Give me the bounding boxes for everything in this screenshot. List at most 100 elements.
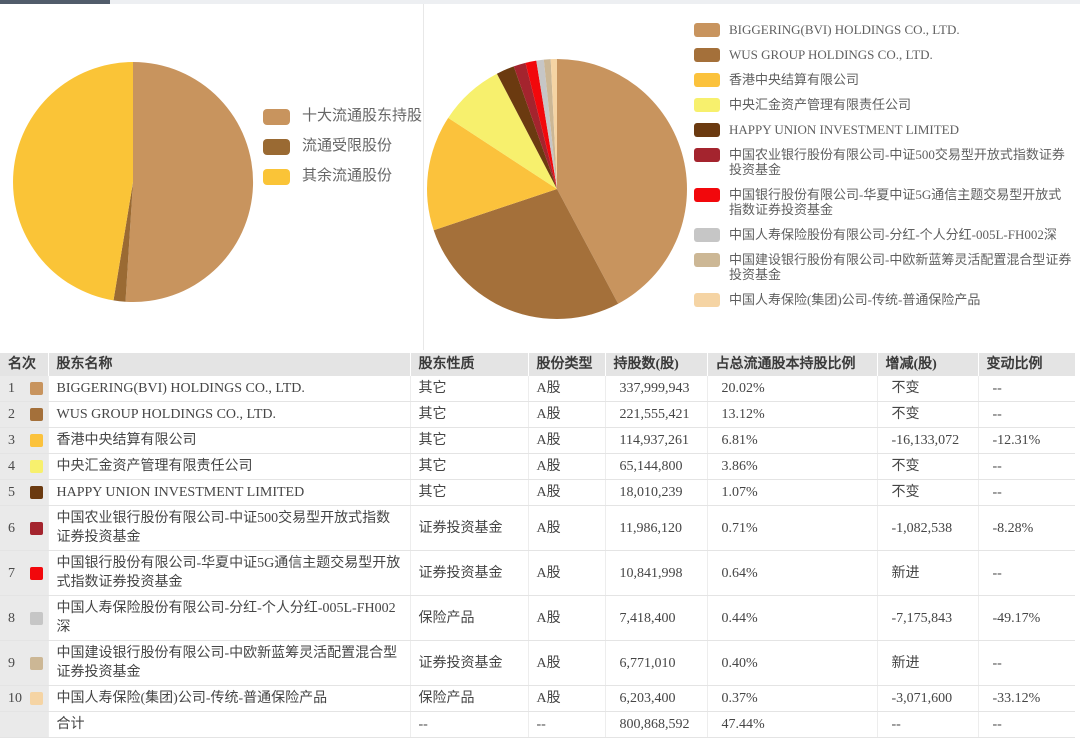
change-shares: -16,133,072 — [876, 427, 978, 454]
rank-cell: 2 — [0, 401, 48, 428]
change-shares: 不变 — [876, 453, 978, 480]
table-row: 7 中国银行股份有限公司-华夏中证5G通信主题交易型开放式指数证券投资基金 证券投资… — [0, 550, 1075, 596]
shareholder-nature: 保险产品 — [409, 685, 528, 712]
pie-slice-8 — [536, 59, 557, 189]
change-shares: -- — [876, 711, 978, 738]
legend-label: BIGGERING(BVI) HOLDINGS CO., LTD. — [729, 22, 960, 37]
legend-swatch — [694, 228, 720, 242]
column-header-shares-held: 持股数(股) — [604, 353, 707, 376]
legend-label: 十大流通股东持股 — [302, 108, 423, 124]
shareholder-name: 中国农业银行股份有限公司-中证500交易型开放式指数证券投资基金 — [47, 505, 410, 551]
share-type: A股 — [527, 427, 605, 454]
change-pct: -- — [977, 711, 1075, 738]
share-type: A股 — [527, 550, 605, 596]
rank-cell: 5 — [0, 479, 48, 506]
column-header-change-shares: 增减(股) — [876, 353, 978, 376]
legend-label: 中央汇金资产管理有限责任公司 — [729, 97, 912, 112]
legend-label: 香港中央结算有限公司 — [729, 72, 860, 87]
shares-held: 10,841,998 — [604, 550, 707, 596]
pct-of-float: 20.02% — [706, 376, 877, 402]
change-pct: -- — [977, 550, 1075, 596]
legend-swatch — [694, 293, 720, 307]
rank-number: 10 — [8, 691, 22, 706]
row-color-swatch — [29, 434, 43, 447]
pie-slice-9 — [543, 59, 557, 190]
pct-of-float: 0.37% — [706, 685, 877, 712]
pie-slice-6 — [513, 62, 557, 189]
change-pct: -- — [977, 640, 1075, 686]
share-type: A股 — [527, 479, 605, 506]
rank-number: 1 — [8, 381, 15, 396]
legend-swatch — [694, 73, 720, 87]
shareholder-nature: 证券投资基金 — [409, 640, 528, 686]
legend-label: 中国建设银行股份有限公司-中欧新蓝筹灵活配置混合型证券投资基金 — [729, 252, 1072, 282]
shareholder-nature: 其它 — [409, 401, 528, 428]
legend-swatch — [263, 109, 290, 125]
rank-number: 3 — [8, 433, 15, 448]
shares-held: 7,418,400 — [604, 595, 707, 641]
legend-label: 其余流通股份 — [302, 168, 393, 184]
share-type: A股 — [527, 685, 605, 712]
shares-held: 114,937,261 — [604, 427, 707, 454]
legend-item: 中国人寿保险股份有限公司-分红-个人分红-005L-FH002深 — [694, 227, 1076, 242]
shareholder-name: 香港中央结算有限公司 — [47, 427, 410, 454]
share-type: A股 — [527, 376, 605, 402]
table-row: 3 香港中央结算有限公司 其它 A股 114,937,261 6.81% -16,133,0… — [0, 427, 1075, 454]
legend-label: 中国人寿保险(集团)公司-传统-普通保险产品 — [729, 292, 981, 307]
change-pct: -49.17% — [977, 595, 1075, 641]
table-header-row: 名次 股东名称 股东性质 股份类型 持股数(股) 占总流通股本持股比例 增减(股… — [0, 353, 1075, 376]
shares-held: 6,771,010 — [604, 640, 707, 686]
shareholder-nature: 保险产品 — [409, 595, 528, 641]
row-color-swatch — [29, 382, 43, 395]
row-color-swatch — [29, 486, 43, 499]
rank-number: 2 — [8, 407, 15, 422]
pie-slice-3 — [13, 62, 133, 301]
shareholder-name: HAPPY UNION INVESTMENT LIMITED — [47, 479, 410, 506]
pie-slice-2 — [433, 189, 619, 319]
shareholder-nature: 其它 — [409, 479, 528, 506]
float-structure-legend: 十大流通股东持股 流通受限股份 其余流通股份 — [263, 108, 422, 185]
change-shares: 不变 — [876, 401, 978, 428]
row-color-swatch — [29, 408, 43, 421]
change-pct: -33.12% — [977, 685, 1075, 712]
change-shares: -7,175,843 — [876, 595, 978, 641]
shares-held: 65,144,800 — [604, 453, 707, 480]
shareholder-name: 中国银行股份有限公司-华夏中证5G通信主题交易型开放式指数证券投资基金 — [47, 550, 410, 596]
rank-number: 7 — [8, 565, 15, 581]
legend-label: 中国农业银行股份有限公司-中证500交易型开放式指数证券投资基金 — [729, 147, 1065, 177]
shareholder-name: 中国人寿保险(集团)公司-传统-普通保险产品 — [47, 685, 410, 712]
top10-holders-pie-chart — [427, 58, 687, 319]
row-color-swatch — [29, 692, 43, 705]
pie-slice-3 — [427, 117, 557, 231]
pie-slice-5 — [496, 66, 557, 189]
column-header-shareholder-name: 股东名称 — [47, 353, 410, 376]
change-shares: 新进 — [876, 640, 978, 686]
shares-held: 18,010,239 — [604, 479, 707, 506]
legend-label: 流通受限股份 — [302, 138, 393, 154]
shareholder-name: WUS GROUP HOLDINGS CO., LTD. — [47, 401, 410, 428]
legend-item: BIGGERING(BVI) HOLDINGS CO., LTD. — [694, 22, 1076, 37]
top-scrollbar-thumb[interactable] — [0, 0, 110, 4]
change-shares: 不变 — [876, 376, 978, 402]
rank-cell: 7 — [0, 550, 48, 596]
share-type: A股 — [527, 505, 605, 551]
shares-held: 221,555,421 — [604, 401, 707, 428]
legend-swatch — [694, 98, 720, 112]
table-row: 9 中国建设银行股份有限公司-中欧新蓝筹灵活配置混合型证券投资基金 证券投资基金 A股… — [0, 640, 1075, 686]
shares-held: 11,986,120 — [604, 505, 707, 551]
legend-label: 中国银行股份有限公司-华夏中证5G通信主题交易型开放式指数证券投资基金 — [729, 187, 1062, 217]
rank-inner: 4 — [8, 457, 43, 476]
rank-number: 4 — [8, 459, 15, 474]
rank-cell: 1 — [0, 376, 48, 402]
table-row: 1 BIGGERING(BVI) HOLDINGS CO., LTD. 其它 A股 33… — [0, 376, 1075, 402]
legend-label: HAPPY UNION INVESTMENT LIMITED — [729, 122, 960, 137]
legend-item: 香港中央结算有限公司 — [694, 72, 1076, 87]
pct-of-float: 0.44% — [706, 595, 877, 641]
pct-of-float: 0.40% — [706, 640, 877, 686]
rank-inner: 9 — [8, 654, 43, 673]
legend-swatch — [694, 23, 720, 37]
shareholder-nature: -- — [409, 711, 528, 738]
rank-cell: 10 — [0, 685, 48, 712]
column-header-pct-of-float: 占总流通股本持股比例 — [706, 353, 877, 376]
legend-item: HAPPY UNION INVESTMENT LIMITED — [694, 122, 1076, 137]
